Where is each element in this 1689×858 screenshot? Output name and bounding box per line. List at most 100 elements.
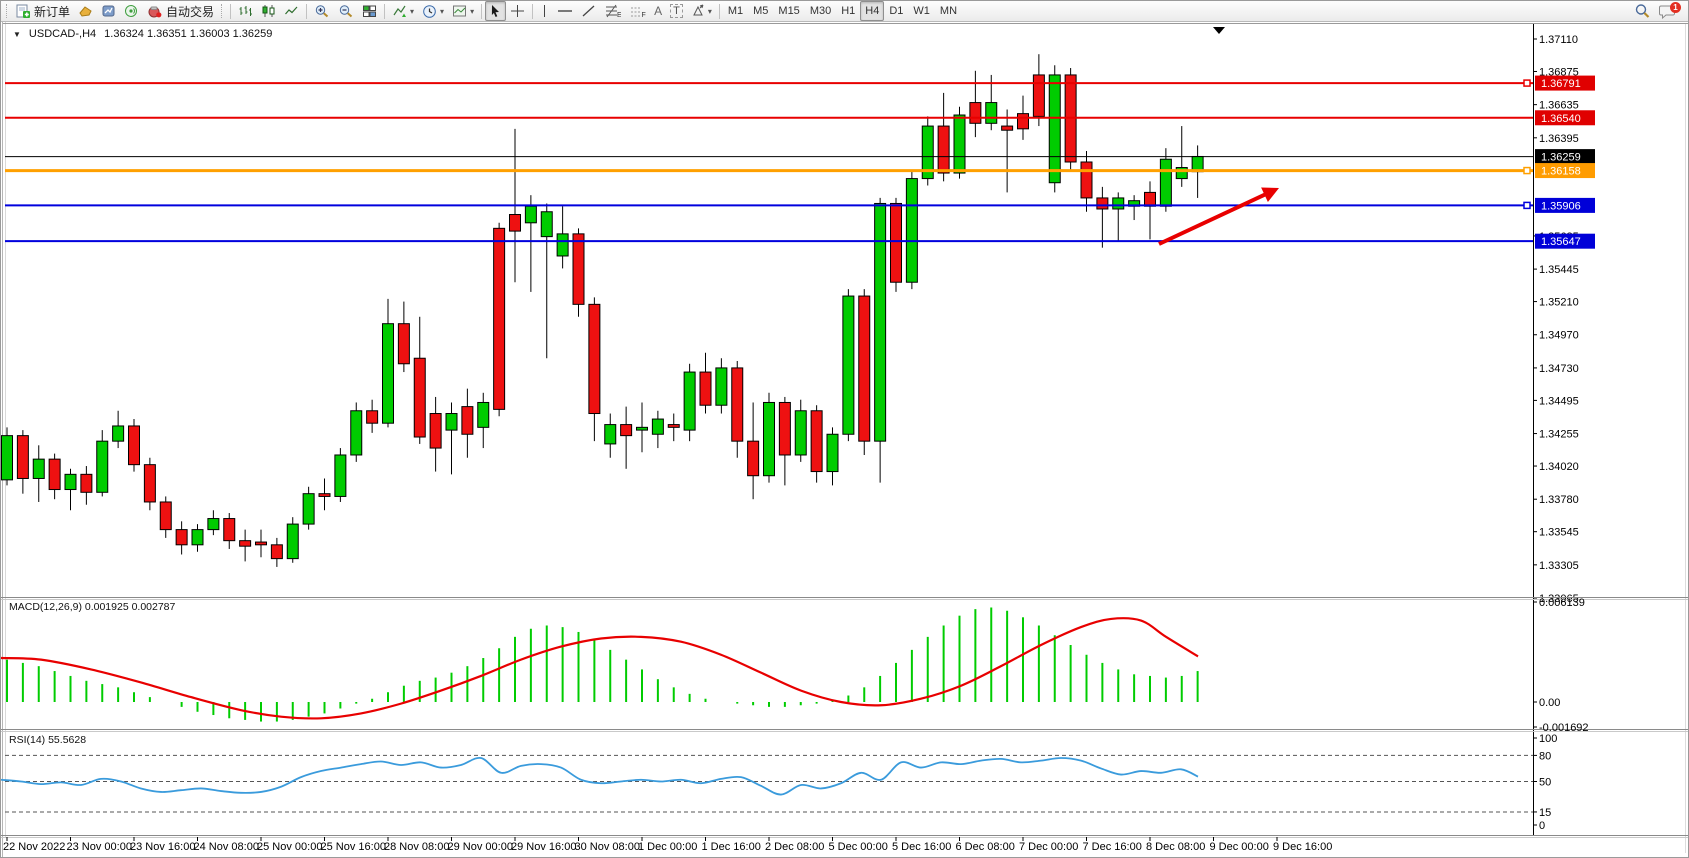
- horizontal-line-1.36158[interactable]: [5, 166, 1533, 175]
- price-axis[interactable]: 1.371101.368751.366351.363951.356851.354…: [1533, 34, 1595, 605]
- periods-button[interactable]: ▾: [418, 1, 448, 21]
- channel-tool-button[interactable]: F: [625, 1, 650, 21]
- svg-text:50: 50: [1539, 777, 1551, 789]
- candle-chart-button[interactable]: [257, 1, 280, 21]
- candle: [207, 510, 220, 536]
- new-order-button[interactable]: 新订单: [12, 1, 74, 21]
- line-chart-button[interactable]: [280, 1, 303, 21]
- fibonacci-tool-button[interactable]: E: [600, 1, 625, 21]
- line-handle[interactable]: [1523, 201, 1531, 210]
- timeframe-m5-button[interactable]: M5: [753, 5, 769, 17]
- candle: [143, 457, 156, 511]
- candle: [890, 197, 902, 292]
- horizontal-line-tool-button[interactable]: [553, 1, 577, 21]
- timeframe-m15-button[interactable]: M15: [778, 5, 800, 17]
- candle: [905, 171, 918, 290]
- toolbar-drag-handle[interactable]: [221, 4, 224, 18]
- svg-text:1.37110: 1.37110: [1539, 34, 1578, 46]
- candle: [588, 297, 601, 442]
- timeframe-m1-button[interactable]: M1: [727, 5, 744, 17]
- channel-icon: F: [629, 4, 646, 18]
- svg-text:1.35210: 1.35210: [1539, 297, 1579, 309]
- svg-text:25 Nov 16:00: 25 Nov 16:00: [321, 841, 386, 853]
- svg-text:80: 80: [1539, 750, 1551, 762]
- rsi-indicator-label: RSI(14) 55.5628: [9, 734, 87, 746]
- svg-text:28 Nov 08:00: 28 Nov 08:00: [384, 841, 449, 853]
- toolbar-separator: [532, 3, 534, 19]
- candle: [1, 427, 13, 486]
- line-handle[interactable]: [1523, 79, 1531, 87]
- right-shift-marker[interactable]: [1213, 27, 1225, 34]
- toolbar-drag-handle[interactable]: [6, 4, 9, 18]
- timeframe-m30-button[interactable]: M30: [809, 5, 832, 17]
- zoom-out-button[interactable]: [334, 1, 358, 21]
- svg-text:9 Dec 00:00: 9 Dec 00:00: [1210, 841, 1269, 853]
- line-handle[interactable]: [1523, 166, 1531, 175]
- horizontal-line-1.36791[interactable]: [5, 79, 1533, 87]
- signals-button[interactable]: [120, 1, 143, 21]
- indicators-button[interactable]: ▾: [388, 1, 418, 21]
- bar-chart-icon: [238, 4, 253, 18]
- candles-layer: [1, 54, 1204, 567]
- panel-separator[interactable]: [1, 729, 1688, 732]
- timeframe-d1-button[interactable]: D1: [889, 5, 904, 17]
- timeframe-mn-button[interactable]: MN: [939, 5, 958, 17]
- horizontal-line-1.35906[interactable]: [5, 201, 1533, 210]
- shapes-tool-button[interactable]: ▾: [687, 1, 716, 21]
- templates-icon: [452, 4, 467, 18]
- collapse-arrow-icon[interactable]: ▼: [13, 29, 21, 39]
- svg-text:2 Dec 08:00: 2 Dec 08:00: [765, 841, 824, 853]
- panel-separator[interactable]: [1, 835, 1688, 838]
- candle: [985, 74, 998, 131]
- ticker-button[interactable]: [74, 1, 97, 21]
- trendline-tool-button[interactable]: [577, 1, 600, 21]
- candle: [874, 197, 887, 483]
- rsi-panel: 100 80 50 150: [1, 733, 1557, 832]
- notification-count-badge: 1: [1670, 1, 1681, 13]
- notifications-button[interactable]: 1: [1655, 1, 1681, 21]
- auto-trading-button[interactable]: 自动交易: [143, 1, 218, 21]
- candle: [1032, 54, 1045, 127]
- auto-trading-label: 自动交易: [166, 4, 215, 19]
- templates-button[interactable]: ▾: [448, 1, 478, 21]
- chat-icon: 1: [1659, 1, 1681, 19]
- svg-text:23 Nov 00:00: 23 Nov 00:00: [67, 841, 132, 853]
- timeframe-w1-button[interactable]: W1: [913, 5, 930, 17]
- svg-text:1.36259: 1.36259: [1541, 152, 1581, 164]
- toolbar-separator: [306, 3, 308, 19]
- candle: [540, 203, 553, 359]
- timeframe-h1-button[interactable]: H1: [841, 5, 856, 17]
- search-button[interactable]: [1630, 1, 1655, 21]
- candle: [810, 405, 823, 483]
- panel-separator[interactable]: [1, 597, 1688, 600]
- svg-text:5 Dec 16:00: 5 Dec 16:00: [892, 841, 951, 853]
- crosshair-tool-button[interactable]: [506, 1, 529, 21]
- candle: [747, 402, 760, 500]
- terminal-button[interactable]: [97, 1, 120, 21]
- timeframe-h4-button[interactable]: H4: [860, 1, 885, 21]
- svg-text:1.33545: 1.33545: [1539, 527, 1579, 539]
- zoom-out-icon: [338, 4, 354, 19]
- macd-indicator-label: MACD(12,26,9) 0.001925 0.002787: [9, 601, 176, 613]
- candle: [366, 399, 379, 433]
- svg-text:F: F: [642, 12, 646, 18]
- candle: [350, 402, 363, 462]
- line-chart-icon: [284, 4, 299, 18]
- candle: [715, 358, 728, 414]
- text-tool-button[interactable]: A: [650, 1, 666, 21]
- bar-chart-button[interactable]: [234, 1, 257, 21]
- zoom-in-button[interactable]: [310, 1, 334, 21]
- candle: [48, 453, 61, 500]
- candle: [477, 392, 490, 449]
- label-tool-button[interactable]: T: [666, 1, 687, 21]
- svg-text:100: 100: [1539, 733, 1557, 745]
- tile-windows-button[interactable]: [358, 1, 381, 21]
- candle: [334, 448, 347, 502]
- cursor-tool-button[interactable]: [485, 1, 507, 21]
- svg-text:24 Nov 08:00: 24 Nov 08:00: [194, 841, 259, 853]
- svg-text:5 Dec 00:00: 5 Dec 00:00: [829, 841, 888, 853]
- vertical-line-tool-button[interactable]: [536, 1, 553, 21]
- trend-arrow[interactable]: [1158, 187, 1279, 246]
- svg-text:1 Dec 16:00: 1 Dec 16:00: [702, 841, 761, 853]
